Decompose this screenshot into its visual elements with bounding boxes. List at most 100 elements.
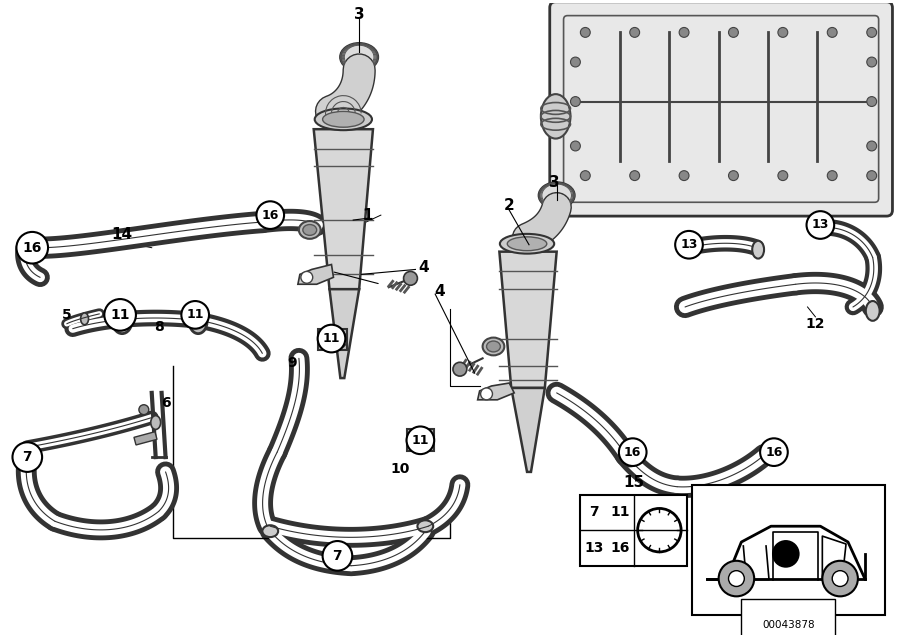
Circle shape xyxy=(301,271,312,283)
Polygon shape xyxy=(314,129,373,289)
Text: 16: 16 xyxy=(610,541,630,555)
Circle shape xyxy=(318,324,346,352)
Circle shape xyxy=(680,27,689,37)
Ellipse shape xyxy=(619,448,641,466)
Circle shape xyxy=(728,571,744,587)
FancyBboxPatch shape xyxy=(550,2,893,216)
Ellipse shape xyxy=(541,94,571,138)
Ellipse shape xyxy=(340,43,378,71)
Circle shape xyxy=(580,27,590,37)
Text: 13: 13 xyxy=(812,218,829,232)
Ellipse shape xyxy=(81,313,88,324)
Ellipse shape xyxy=(482,338,504,356)
Polygon shape xyxy=(500,251,557,388)
Circle shape xyxy=(407,427,434,454)
Text: 11: 11 xyxy=(610,505,630,519)
Circle shape xyxy=(760,438,788,466)
Circle shape xyxy=(832,571,848,587)
Text: 6: 6 xyxy=(161,396,170,410)
Text: 11: 11 xyxy=(323,332,340,345)
Circle shape xyxy=(823,561,858,596)
Ellipse shape xyxy=(189,310,207,333)
Circle shape xyxy=(728,171,738,180)
Text: 9: 9 xyxy=(287,356,297,370)
Ellipse shape xyxy=(763,445,781,459)
Ellipse shape xyxy=(500,234,554,253)
Ellipse shape xyxy=(263,525,278,537)
Text: 11: 11 xyxy=(111,308,130,322)
Text: 8: 8 xyxy=(154,319,164,334)
Circle shape xyxy=(867,27,877,37)
Text: 13: 13 xyxy=(584,541,604,555)
Text: 15: 15 xyxy=(623,475,644,490)
Text: 14: 14 xyxy=(112,227,132,243)
Circle shape xyxy=(580,171,590,180)
Circle shape xyxy=(718,561,754,596)
Circle shape xyxy=(867,57,877,67)
Circle shape xyxy=(680,171,689,180)
Circle shape xyxy=(453,363,467,376)
Bar xyxy=(692,485,885,615)
Bar xyxy=(134,432,157,445)
Ellipse shape xyxy=(866,301,879,321)
Ellipse shape xyxy=(315,109,372,130)
Text: 16: 16 xyxy=(22,241,42,255)
Bar xyxy=(318,329,347,351)
Text: 13: 13 xyxy=(680,238,698,251)
Circle shape xyxy=(778,27,788,37)
Circle shape xyxy=(827,27,837,37)
Circle shape xyxy=(13,442,42,472)
Circle shape xyxy=(806,211,834,239)
Ellipse shape xyxy=(299,221,320,239)
Circle shape xyxy=(16,232,48,264)
Text: 7: 7 xyxy=(590,505,599,519)
Ellipse shape xyxy=(508,237,547,251)
Ellipse shape xyxy=(112,308,132,333)
Circle shape xyxy=(571,97,580,107)
Circle shape xyxy=(571,57,580,67)
Text: 16: 16 xyxy=(262,209,279,222)
Text: 2: 2 xyxy=(504,197,515,213)
Bar xyxy=(407,429,434,451)
Text: 7: 7 xyxy=(22,450,32,464)
Circle shape xyxy=(728,27,738,37)
Ellipse shape xyxy=(150,415,160,429)
Text: 3: 3 xyxy=(354,7,364,22)
Circle shape xyxy=(481,388,492,400)
Circle shape xyxy=(778,171,788,180)
Polygon shape xyxy=(329,289,359,378)
Text: 10: 10 xyxy=(391,462,410,476)
Text: 16: 16 xyxy=(765,446,783,458)
Text: 4: 4 xyxy=(418,260,428,275)
Text: 11: 11 xyxy=(411,434,429,447)
Text: I: I xyxy=(121,316,123,325)
Ellipse shape xyxy=(18,445,32,465)
Polygon shape xyxy=(478,383,514,400)
Circle shape xyxy=(619,438,646,466)
Circle shape xyxy=(827,171,837,180)
Polygon shape xyxy=(298,265,334,284)
Text: 12: 12 xyxy=(806,317,825,331)
Ellipse shape xyxy=(322,111,364,127)
Circle shape xyxy=(867,97,877,107)
Text: 11: 11 xyxy=(186,309,204,321)
Ellipse shape xyxy=(539,182,574,208)
Text: 00043878: 00043878 xyxy=(762,620,814,630)
Text: 7: 7 xyxy=(333,549,342,563)
Text: 4: 4 xyxy=(435,284,446,298)
Circle shape xyxy=(867,141,877,151)
Circle shape xyxy=(104,299,136,331)
Circle shape xyxy=(322,541,352,571)
Circle shape xyxy=(571,141,580,151)
Text: 5: 5 xyxy=(62,308,72,322)
Circle shape xyxy=(139,404,148,415)
Circle shape xyxy=(403,271,418,285)
Circle shape xyxy=(182,301,209,329)
Circle shape xyxy=(630,27,640,37)
Polygon shape xyxy=(511,388,544,472)
Ellipse shape xyxy=(302,225,317,236)
Bar xyxy=(580,495,687,566)
Ellipse shape xyxy=(418,520,433,532)
Text: 3: 3 xyxy=(549,175,560,190)
Text: 1: 1 xyxy=(363,208,374,223)
